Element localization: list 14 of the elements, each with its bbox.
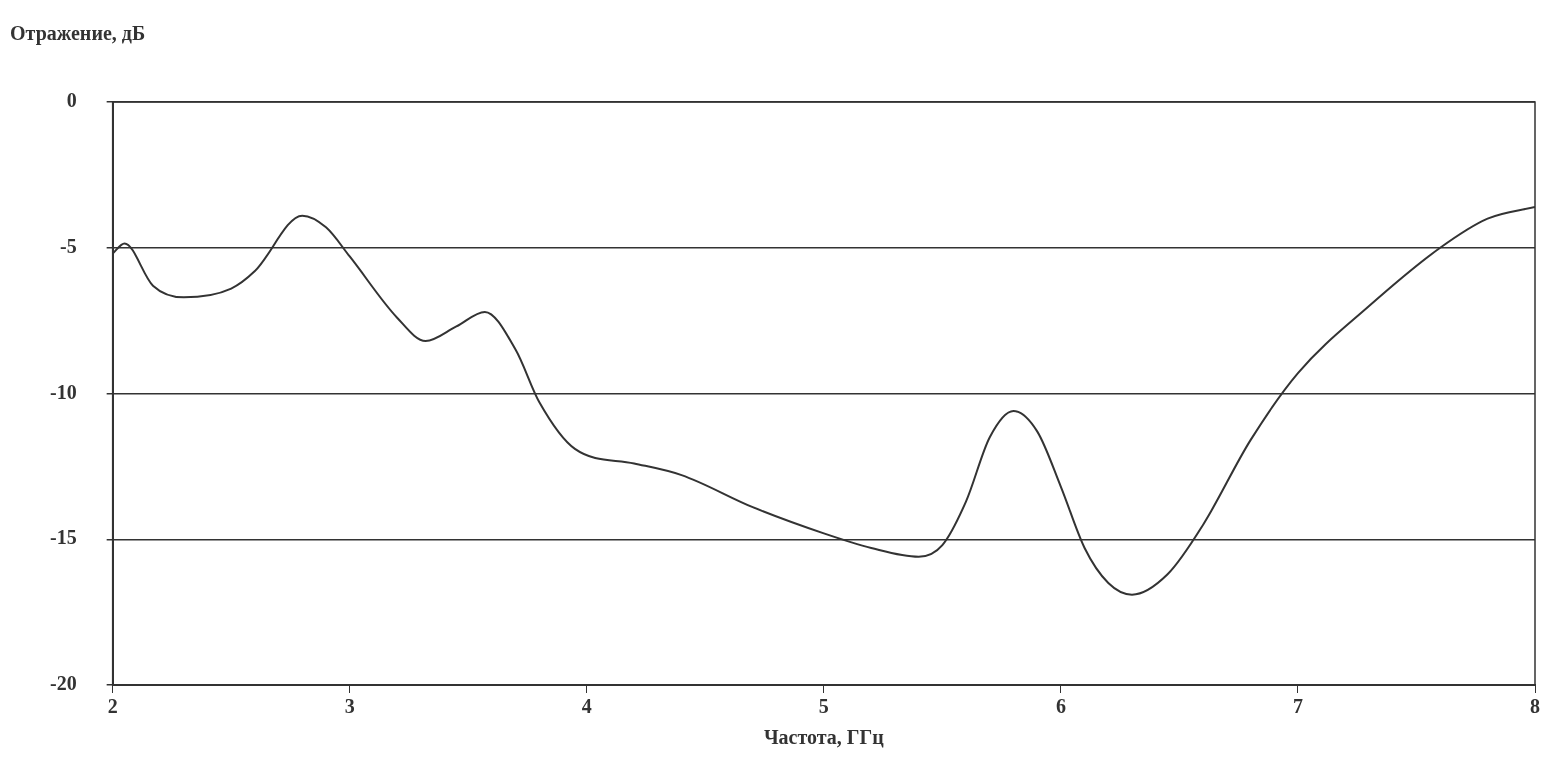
x-tick-label: 6 xyxy=(1055,695,1066,718)
y-tick-label: -15 xyxy=(49,526,77,549)
x-tick-label: 8 xyxy=(1530,695,1540,718)
x-tick-label: 5 xyxy=(818,695,829,718)
x-tick-label: 7 xyxy=(1292,695,1303,718)
x-tick-label: 4 xyxy=(581,695,592,718)
x-tick-label: 3 xyxy=(344,695,355,718)
y-tick-label: -20 xyxy=(49,672,77,695)
x-axis-title: Частота, ГГц xyxy=(763,726,885,749)
y-tick-label: 0 xyxy=(66,89,77,112)
x-tick-label: 2 xyxy=(107,695,118,718)
y-tick-label: -5 xyxy=(59,234,77,257)
y-axis-title: Отражение, дБ xyxy=(10,22,146,45)
y-tick-label: -10 xyxy=(49,380,77,403)
